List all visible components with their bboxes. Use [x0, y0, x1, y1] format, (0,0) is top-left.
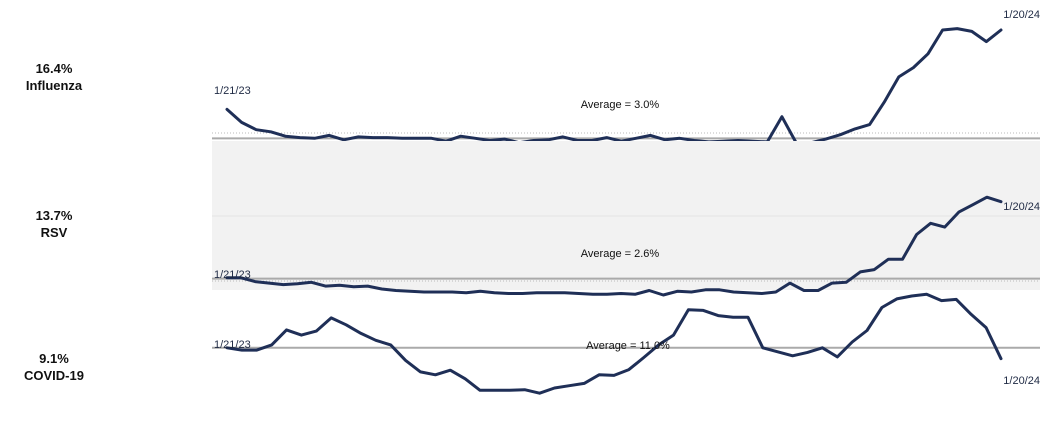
rsv-value: 13.7% [35, 208, 73, 223]
rsv-average-label: Average = 2.6% [581, 248, 660, 260]
covid-average-label: Average = 11.0% [586, 340, 670, 352]
covid-name: COVID-19 [24, 368, 84, 383]
influenza-value: 16.4% [35, 61, 73, 76]
influenza-start-date-label: 1/21/23 [214, 85, 251, 97]
rsv-name: RSV [40, 225, 68, 240]
covid-start-date-label: 1/21/23 [214, 339, 251, 351]
covid-value: 9.1% [39, 351, 69, 366]
covid-label: 9.1% COVID-19 [0, 350, 108, 384]
influenza-average-label: Average = 3.0% [581, 99, 660, 111]
influenza-name: Influenza [25, 78, 83, 93]
rsv-start-date-label: 1/21/23 [214, 269, 251, 281]
rsv-series-line [225, 195, 1003, 297]
influenza-label: 16.4% Influenza [0, 60, 108, 94]
influenza-end-date-label: 1/20/24 [1003, 9, 1040, 21]
covid-end-date-label: 1/20/24 [1003, 375, 1040, 387]
influenza-series-line [225, 27, 1003, 145]
rsv-end-date-label: 1/20/24 [1003, 201, 1040, 213]
covid-series-line [225, 292, 1003, 395]
rsv-label: 13.7% RSV [0, 207, 108, 241]
